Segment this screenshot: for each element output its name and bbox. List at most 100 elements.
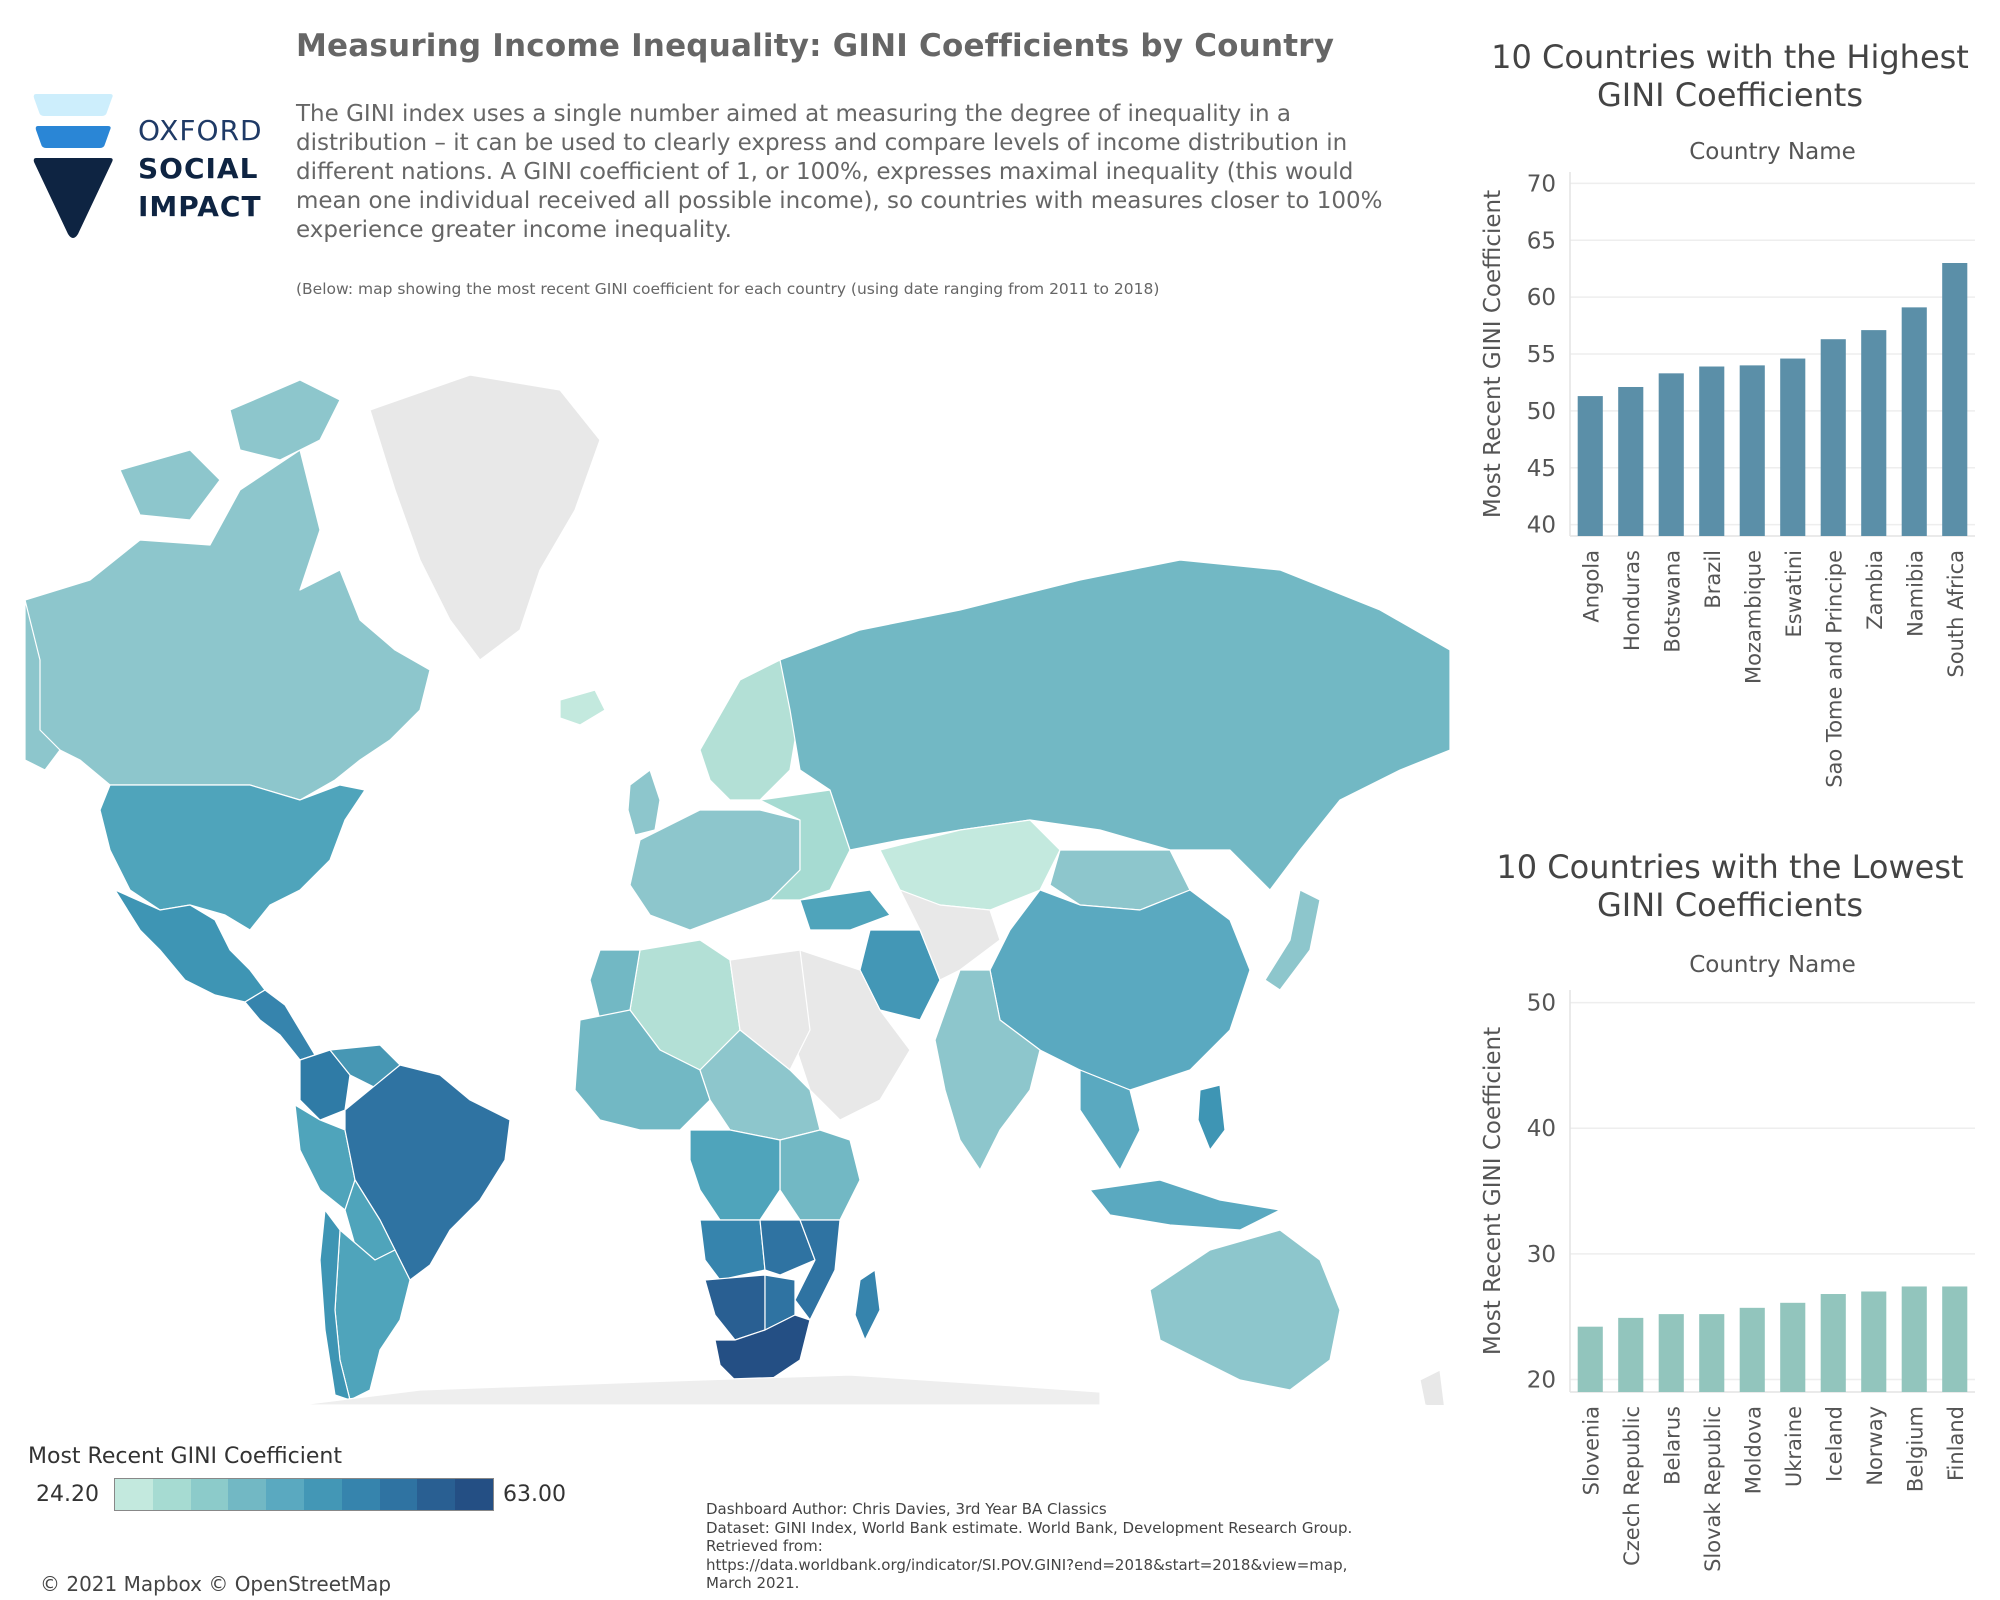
dataset-credits: Dashboard Author: Chris Davies, 3rd Year… bbox=[706, 1500, 1406, 1593]
legend-swatch bbox=[152, 1479, 191, 1510]
legend-color-ramp bbox=[114, 1478, 494, 1511]
map-country-india[interactable] bbox=[934, 969, 1041, 1171]
map-region-central-america[interactable] bbox=[244, 989, 316, 1061]
bar-zambia[interactable] bbox=[1861, 330, 1887, 536]
map-country-greenland[interactable] bbox=[369, 374, 601, 661]
bar-slovak-republic[interactable] bbox=[1699, 1314, 1725, 1392]
x-tick-label: Eswatini bbox=[1782, 550, 1806, 637]
x-tick-label: Belarus bbox=[1660, 1406, 1684, 1485]
y-tick-label: 40 bbox=[1527, 513, 1556, 539]
x-tick-label: Slovak Republic bbox=[1701, 1406, 1725, 1572]
logo-text-social: SOCIAL bbox=[138, 152, 259, 185]
x-tick-label: Brazil bbox=[1701, 550, 1725, 609]
map-country-new-zealand[interactable] bbox=[1419, 1369, 1445, 1405]
oxford-social-impact-logo: OXFORD SOCIAL IMPACT bbox=[30, 92, 290, 242]
x-tick-label: Mozambique bbox=[1741, 550, 1765, 684]
x-tick-label: Iceland bbox=[1822, 1406, 1846, 1482]
map-country-australia[interactable] bbox=[1149, 1229, 1341, 1391]
credit-line: Dashboard Author: Chris Davies, 3rd Year… bbox=[706, 1500, 1107, 1518]
map-country-uk[interactable] bbox=[627, 769, 661, 836]
x-tick-label: Angola bbox=[1579, 550, 1603, 623]
y-tick-label: 40 bbox=[1527, 1116, 1556, 1142]
y-tick-label: 45 bbox=[1527, 456, 1556, 482]
map-region-west-africa[interactable] bbox=[574, 1009, 711, 1131]
bar-brazil[interactable] bbox=[1699, 366, 1725, 536]
x-tick-label: Slovenia bbox=[1579, 1406, 1603, 1495]
map-country-indonesia[interactable] bbox=[1089, 1179, 1281, 1231]
bar-czech-republic[interactable] bbox=[1618, 1317, 1644, 1392]
bar-ukraine[interactable] bbox=[1780, 1302, 1806, 1392]
map-region-southeast-asia[interactable] bbox=[1079, 1069, 1141, 1171]
column-header: Country Name bbox=[1689, 139, 1856, 165]
x-tick-label: Belgium bbox=[1903, 1406, 1927, 1492]
map-country-usa-alaska[interactable] bbox=[24, 599, 61, 771]
bar-norway[interactable] bbox=[1861, 1291, 1887, 1393]
map-region-antarctica[interactable] bbox=[299, 1374, 1101, 1405]
bar-botswana[interactable] bbox=[1658, 373, 1684, 536]
bar-iceland[interactable] bbox=[1820, 1294, 1846, 1392]
map-country-namibia[interactable] bbox=[704, 1274, 766, 1341]
x-tick-label: Botswana bbox=[1660, 550, 1684, 653]
credit-line: March 2021. bbox=[706, 1574, 800, 1592]
legend-max-value: 63.00 bbox=[503, 1482, 566, 1507]
map-region-central-asia[interactable] bbox=[899, 889, 1001, 981]
map-country-south-africa[interactable] bbox=[714, 1314, 811, 1381]
bar-belgium[interactable] bbox=[1901, 1286, 1927, 1392]
map-note: (Below: map showing the most recent GINI… bbox=[296, 280, 1160, 298]
map-attribution[interactable]: © 2021 Mapbox © OpenStreetMap bbox=[40, 1572, 392, 1596]
map-region-scandinavia[interactable] bbox=[699, 659, 801, 801]
x-tick-label: Honduras bbox=[1620, 550, 1644, 651]
y-tick-label: 70 bbox=[1527, 171, 1556, 197]
map-region-libya-egypt[interactable] bbox=[729, 949, 811, 1071]
bar-honduras[interactable] bbox=[1618, 386, 1644, 536]
bar-belarus[interactable] bbox=[1658, 1314, 1684, 1392]
map-region-east-africa[interactable] bbox=[779, 1129, 861, 1221]
map-country-turkey[interactable] bbox=[799, 889, 891, 931]
map-country-angola[interactable] bbox=[699, 1219, 766, 1281]
map-country-philippines[interactable] bbox=[1197, 1084, 1226, 1151]
map-country-japan[interactable] bbox=[1264, 889, 1321, 991]
logo-text-impact: IMPACT bbox=[138, 190, 262, 223]
x-tick-label: Ukraine bbox=[1782, 1406, 1806, 1487]
lowest-gini-bar-chart[interactable]: Country Name 20 30 40 50 Most Recent GINI Coe… bbox=[1460, 945, 2000, 1585]
map-country-zambia[interactable] bbox=[759, 1219, 816, 1276]
map-country-madagascar[interactable] bbox=[854, 1269, 881, 1341]
legend-swatch bbox=[228, 1479, 267, 1510]
highest-gini-bar-chart[interactable]: Country Name 40 45 50 55 60 65 70 Most Recent GI… bbox=[1460, 130, 2000, 820]
legend-min-value: 24.20 bbox=[36, 1482, 99, 1507]
credit-line[interactable]: https://data.worldbank.org/indicator/SI.… bbox=[706, 1555, 1348, 1574]
x-tick-label: Czech Republic bbox=[1620, 1406, 1644, 1566]
map-country-canada[interactable] bbox=[24, 449, 431, 801]
y-tick-label: 30 bbox=[1527, 1242, 1556, 1268]
map-country-russia[interactable] bbox=[779, 559, 1450, 891]
bar-south-africa[interactable] bbox=[1942, 263, 1968, 536]
legend-swatch bbox=[417, 1479, 456, 1510]
legend-swatch bbox=[115, 1479, 153, 1510]
credit-line: Dataset: GINI Index, World Bank estimate… bbox=[706, 1518, 1353, 1537]
x-tick-label: Sao Tome and Principe bbox=[1822, 550, 1846, 788]
map-country-iceland[interactable] bbox=[559, 689, 606, 726]
bar-slovenia[interactable] bbox=[1577, 1326, 1603, 1392]
map-region-arctic-islands[interactable] bbox=[119, 379, 341, 521]
legend-swatch bbox=[379, 1479, 418, 1510]
legend-swatch bbox=[341, 1479, 380, 1510]
legend-swatch bbox=[190, 1479, 229, 1510]
bar-namibia[interactable] bbox=[1901, 307, 1927, 536]
column-header: Country Name bbox=[1689, 952, 1856, 978]
y-tick-label: 65 bbox=[1527, 228, 1556, 254]
bar-finland[interactable] bbox=[1942, 1286, 1968, 1392]
x-tick-label: South Africa bbox=[1944, 550, 1968, 678]
y-tick-label: 20 bbox=[1527, 1367, 1556, 1393]
bar-eswatini[interactable] bbox=[1780, 358, 1806, 536]
y-axis-label: Most Recent GINI Coefficient bbox=[1480, 1027, 1506, 1355]
bar-mozambique[interactable] bbox=[1739, 365, 1765, 536]
lowest-chart-title: 10 Countries with the Lowest GINI Coeffi… bbox=[1496, 848, 1964, 924]
bar-sao-tome-and-principe[interactable] bbox=[1820, 339, 1846, 536]
map-region-central-africa[interactable] bbox=[689, 1129, 781, 1221]
x-tick-label: Moldova bbox=[1741, 1406, 1765, 1494]
world-gini-map[interactable] bbox=[0, 330, 1450, 1405]
y-tick-label: 55 bbox=[1527, 342, 1556, 368]
map-country-usa[interactable] bbox=[99, 784, 366, 931]
bar-moldova[interactable] bbox=[1739, 1307, 1765, 1392]
bar-angola[interactable] bbox=[1577, 396, 1603, 536]
